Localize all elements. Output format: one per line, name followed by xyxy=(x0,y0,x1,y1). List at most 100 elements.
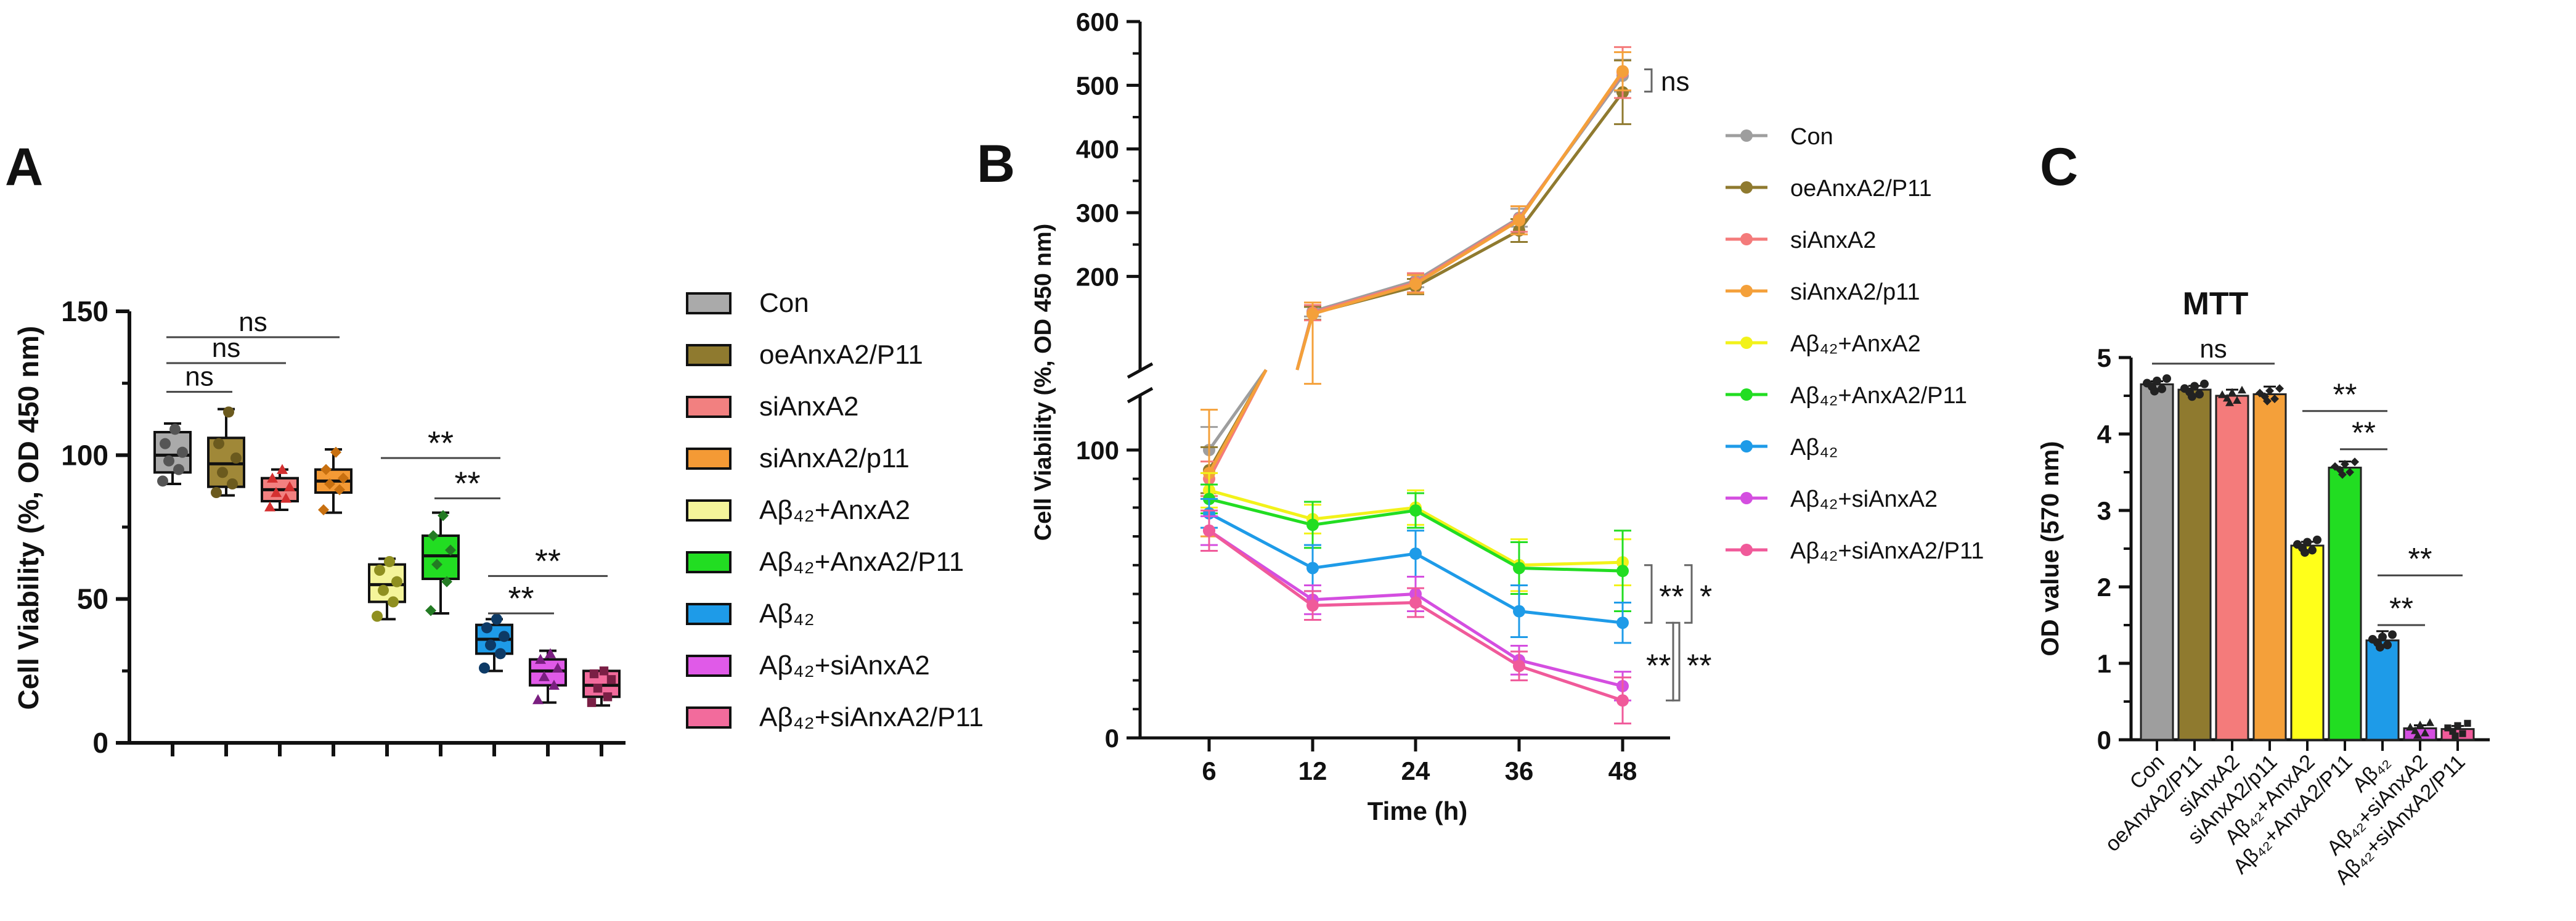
panel-c-data-point xyxy=(2452,732,2459,740)
panel-a-data-point xyxy=(217,467,228,478)
panel-a-data-point xyxy=(284,481,295,491)
panel-c-data-point xyxy=(2228,388,2236,396)
panel-b-y-tick-label: 200 xyxy=(1076,262,1119,291)
panel-a-data-point xyxy=(539,671,550,681)
panel-a-box-4 xyxy=(368,556,406,622)
panel-a-data-point xyxy=(587,698,597,707)
panel-c-data-point xyxy=(2158,384,2166,393)
panel-c-y-tick-label: 1 xyxy=(2097,649,2111,678)
panel-c-bar-rect xyxy=(2252,393,2287,741)
panel-c-data-point xyxy=(2449,727,2456,735)
panel-b-data-point xyxy=(1203,524,1215,537)
panel-c-bar-rect xyxy=(2290,544,2325,741)
panel-b-significance: ns** *** ** xyxy=(1644,67,1712,702)
panel-a-data-point xyxy=(499,631,510,642)
panel-a-data-point xyxy=(374,565,385,576)
panel-b-significance-label: * xyxy=(1700,579,1712,615)
panel-a-data-point xyxy=(606,675,616,684)
panel-c-data-point xyxy=(2275,384,2284,393)
panel-a-box-7 xyxy=(529,648,567,705)
panel-b-series-6 xyxy=(1200,497,1631,644)
panel-c-data-point xyxy=(2263,396,2272,406)
panel-b-data-point xyxy=(1616,616,1629,629)
panel-c-data-point xyxy=(2225,398,2234,406)
panel-a-data-point xyxy=(338,472,349,484)
panel-c-significance-label: ns xyxy=(2199,334,2227,363)
panel-b-data-point xyxy=(1616,694,1629,707)
panel-c-y-tick-label: 4 xyxy=(2097,420,2112,449)
panel-b-significance-label: ** xyxy=(1659,579,1684,615)
panel-c-bar-rect xyxy=(2365,639,2400,741)
panel-c-y-tick-label: 3 xyxy=(2097,496,2111,525)
panel-b-bracket xyxy=(1672,621,1681,702)
panel-a-significance-label: ns xyxy=(185,362,213,392)
panel-a-data-point xyxy=(324,478,335,489)
panel-a-data-point xyxy=(223,406,234,418)
panel-a-data-point xyxy=(391,576,402,587)
panel-a-data-point xyxy=(280,493,291,503)
panel-c-data-point xyxy=(2383,641,2392,650)
panel-letter-b: B xyxy=(977,134,1015,194)
panel-a-data-point xyxy=(384,556,395,567)
panel-a-legend-label: Con xyxy=(759,288,809,318)
panel-c-bar-1 xyxy=(2177,379,2212,741)
panel-b-x-tick-label: 12 xyxy=(1298,756,1327,785)
panel-c-bar-5 xyxy=(2328,457,2362,741)
panel-b-axes: 0 100 200 300 400 500 600 6 12 24 36 48 xyxy=(1076,7,1670,785)
panel-a-data-point xyxy=(441,576,452,587)
panel-a-legend-swatch xyxy=(686,706,732,729)
panel-c-data-point xyxy=(2426,718,2434,726)
panel-b-y-axis-label: Cell Viability (%, OD 450 nm) xyxy=(1030,224,1056,541)
panel-c-data-point xyxy=(2421,728,2429,737)
panel-a-boxes xyxy=(153,406,621,707)
panel-a-box-3 xyxy=(314,446,353,515)
panel-a-box-0 xyxy=(153,422,192,487)
panel-c-data-point xyxy=(2190,382,2199,391)
panel-c-data-point xyxy=(2464,719,2471,727)
panel-a-data-point xyxy=(445,544,456,556)
panel-b-bracket xyxy=(1684,564,1693,624)
panel-b-series-0 xyxy=(1200,59,1631,474)
panel-a-data-point xyxy=(177,446,188,458)
panel-b-legend-marker xyxy=(1740,285,1753,297)
panel-a-significance-label: ** xyxy=(508,580,534,617)
panel-b-legend-label: Aβ₄₂+AnxA2/P11 xyxy=(1790,383,1967,409)
panel-b-data-point xyxy=(1409,596,1422,609)
panel-c-data-point xyxy=(2413,731,2422,739)
panel-b-x-tick-label: 24 xyxy=(1401,756,1430,785)
panel-c-data-point xyxy=(2150,387,2159,396)
panel-a-legend-label: Aβ₄₂+AnxA2/P11 xyxy=(759,547,964,577)
panel-c-bar-rect xyxy=(2328,467,2362,741)
panel-a-data-point xyxy=(372,610,383,622)
panel-c-bar-rect xyxy=(2140,383,2174,741)
panel-a-legend-swatch xyxy=(686,603,732,625)
panel-b-legend-marker xyxy=(1740,233,1753,245)
panel-b-legend-label: Aβ₄₂+siAnxA2 xyxy=(1790,486,1938,512)
panel-b-data-point xyxy=(1306,599,1319,612)
panel-c-bar-2 xyxy=(2215,385,2249,741)
panel-c-bar-6 xyxy=(2365,630,2400,741)
panel-b-legend-marker xyxy=(1740,129,1753,142)
panel-a-data-point xyxy=(425,605,436,616)
panel-c-significance-label: ** xyxy=(2389,591,2413,626)
panel-c-data-point xyxy=(2454,722,2461,729)
panel-c-data-point xyxy=(2218,390,2227,398)
panel-a-data-point xyxy=(535,653,546,664)
panel-a-legend-label: Aβ₄₂+AnxA2 xyxy=(759,495,910,525)
panel-b-legend-marker xyxy=(1740,181,1753,194)
panel-c-y-tick-label: 2 xyxy=(2097,573,2111,602)
panel-b-x-tick-label: 6 xyxy=(1202,756,1216,785)
panel-c-significance-label: ** xyxy=(2333,377,2357,412)
panel-a-legend-swatch xyxy=(686,344,732,366)
panel-b-x-axis-label: Time (h) xyxy=(1367,796,1468,825)
panel-b-y-tick-label: 0 xyxy=(1105,724,1119,753)
panel-b-legend-marker xyxy=(1740,337,1753,349)
panel-c-data-point xyxy=(2313,535,2321,544)
panel-a-data-point xyxy=(548,679,560,690)
panel-b-significance-label: ns xyxy=(1661,67,1689,97)
panel-c-y-tick-label: 0 xyxy=(2097,726,2111,755)
panel-a-box-5 xyxy=(422,510,460,616)
panel-a-data-point xyxy=(479,662,490,674)
